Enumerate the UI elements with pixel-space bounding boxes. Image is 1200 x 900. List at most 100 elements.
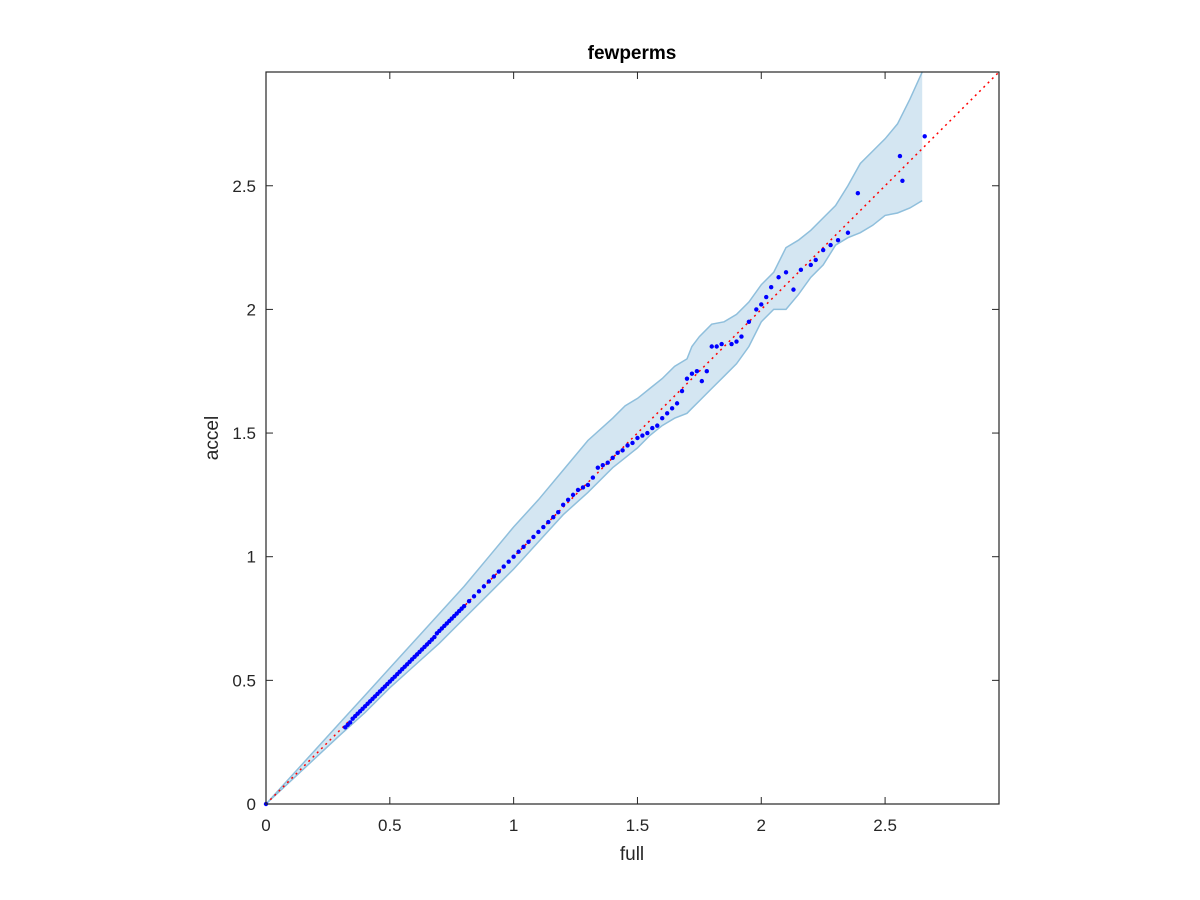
data-point bbox=[776, 275, 781, 280]
data-point bbox=[900, 178, 905, 184]
data-point bbox=[754, 307, 759, 312]
data-point bbox=[615, 450, 620, 456]
data-point bbox=[820, 247, 826, 253]
data-point bbox=[674, 401, 680, 406]
x-tick-label: 1 bbox=[509, 816, 518, 835]
reference-line bbox=[265, 71, 1000, 805]
y-tick-label: 2 bbox=[247, 300, 256, 319]
band-lower-edge bbox=[265, 199, 923, 805]
data-point bbox=[580, 485, 586, 490]
x-tick-label: 1.5 bbox=[626, 816, 650, 835]
data-point bbox=[669, 406, 675, 411]
data-point bbox=[655, 423, 660, 428]
data-point bbox=[835, 237, 841, 243]
data-point bbox=[551, 514, 556, 520]
data-point bbox=[798, 267, 804, 273]
data-point bbox=[605, 460, 610, 465]
data-point bbox=[595, 465, 601, 470]
x-tick-label: 0.5 bbox=[378, 816, 402, 835]
data-point bbox=[620, 448, 625, 453]
data-point bbox=[496, 569, 501, 574]
data-point bbox=[471, 594, 477, 599]
data-point bbox=[729, 341, 734, 347]
data-point bbox=[808, 262, 813, 268]
data-point bbox=[511, 554, 516, 559]
data-point bbox=[575, 487, 581, 493]
data-point bbox=[734, 339, 739, 344]
data-point bbox=[660, 416, 665, 421]
data-point bbox=[764, 294, 769, 300]
data-point bbox=[536, 529, 541, 535]
y-tick-label: 2.5 bbox=[232, 177, 256, 196]
data-point bbox=[845, 230, 851, 235]
y-tick-label: 0.5 bbox=[232, 671, 256, 690]
data-point bbox=[476, 589, 482, 594]
data-point bbox=[922, 134, 927, 139]
data-point bbox=[565, 497, 571, 503]
x-tick-label: 0 bbox=[261, 816, 270, 835]
data-point bbox=[699, 378, 705, 384]
data-point bbox=[461, 603, 467, 609]
data-point bbox=[541, 524, 546, 530]
data-point bbox=[714, 344, 719, 349]
data-point bbox=[560, 502, 566, 507]
x-tick-label: 2 bbox=[757, 816, 766, 835]
plot-area bbox=[263, 71, 1000, 807]
data-point bbox=[610, 455, 615, 460]
data-point bbox=[759, 302, 764, 307]
data-point bbox=[630, 440, 635, 446]
data-point bbox=[635, 435, 640, 441]
data-point bbox=[526, 539, 531, 545]
x-tick-label: 2.5 bbox=[873, 816, 897, 835]
data-point bbox=[640, 433, 645, 438]
data-point bbox=[679, 388, 685, 394]
data-point bbox=[746, 319, 752, 324]
x-axis-label: full bbox=[620, 844, 644, 865]
data-point bbox=[570, 492, 576, 498]
data-point bbox=[491, 574, 497, 579]
axes-box bbox=[265, 71, 1000, 805]
data-point bbox=[556, 509, 561, 515]
data-point bbox=[709, 344, 714, 349]
data-point bbox=[694, 369, 700, 374]
data-point bbox=[516, 549, 521, 554]
data-point bbox=[783, 270, 789, 275]
data-point bbox=[828, 242, 833, 248]
data-point bbox=[486, 579, 492, 584]
data-point bbox=[531, 534, 536, 540]
data-point bbox=[590, 475, 596, 480]
axis-ticks: 0 0.5 1 1.5 2 2.5 0 0.5 1 1.5 2 2.5 bbox=[232, 72, 999, 835]
data-point bbox=[432, 634, 437, 640]
data-point bbox=[501, 564, 506, 569]
chart-title: fewperms bbox=[588, 43, 677, 64]
y-tick-label: 1 bbox=[247, 548, 256, 567]
data-point bbox=[684, 376, 690, 381]
data-point bbox=[625, 443, 630, 448]
data-point bbox=[466, 599, 472, 604]
data-point bbox=[521, 544, 526, 550]
data-point bbox=[689, 371, 695, 376]
data-point bbox=[347, 720, 353, 725]
data-point bbox=[546, 519, 551, 525]
data-point bbox=[739, 334, 744, 339]
data-point bbox=[664, 411, 670, 416]
data-point bbox=[481, 584, 487, 589]
confidence-band bbox=[266, 72, 923, 804]
data-point bbox=[855, 190, 861, 196]
band-upper-edge bbox=[265, 71, 923, 805]
data-point bbox=[704, 369, 709, 374]
data-point bbox=[650, 425, 655, 431]
y-axis-label: accel bbox=[202, 416, 223, 460]
data-point bbox=[506, 559, 511, 564]
data-point bbox=[719, 341, 724, 347]
data-point bbox=[791, 287, 796, 292]
data-point bbox=[897, 153, 903, 159]
y-tick-label: 1.5 bbox=[232, 424, 256, 443]
data-point bbox=[600, 463, 605, 468]
data-point bbox=[585, 482, 591, 488]
data-point bbox=[768, 284, 774, 290]
y-tick-label: 0 bbox=[247, 795, 256, 814]
data-point bbox=[645, 430, 650, 436]
data-point bbox=[813, 257, 818, 263]
